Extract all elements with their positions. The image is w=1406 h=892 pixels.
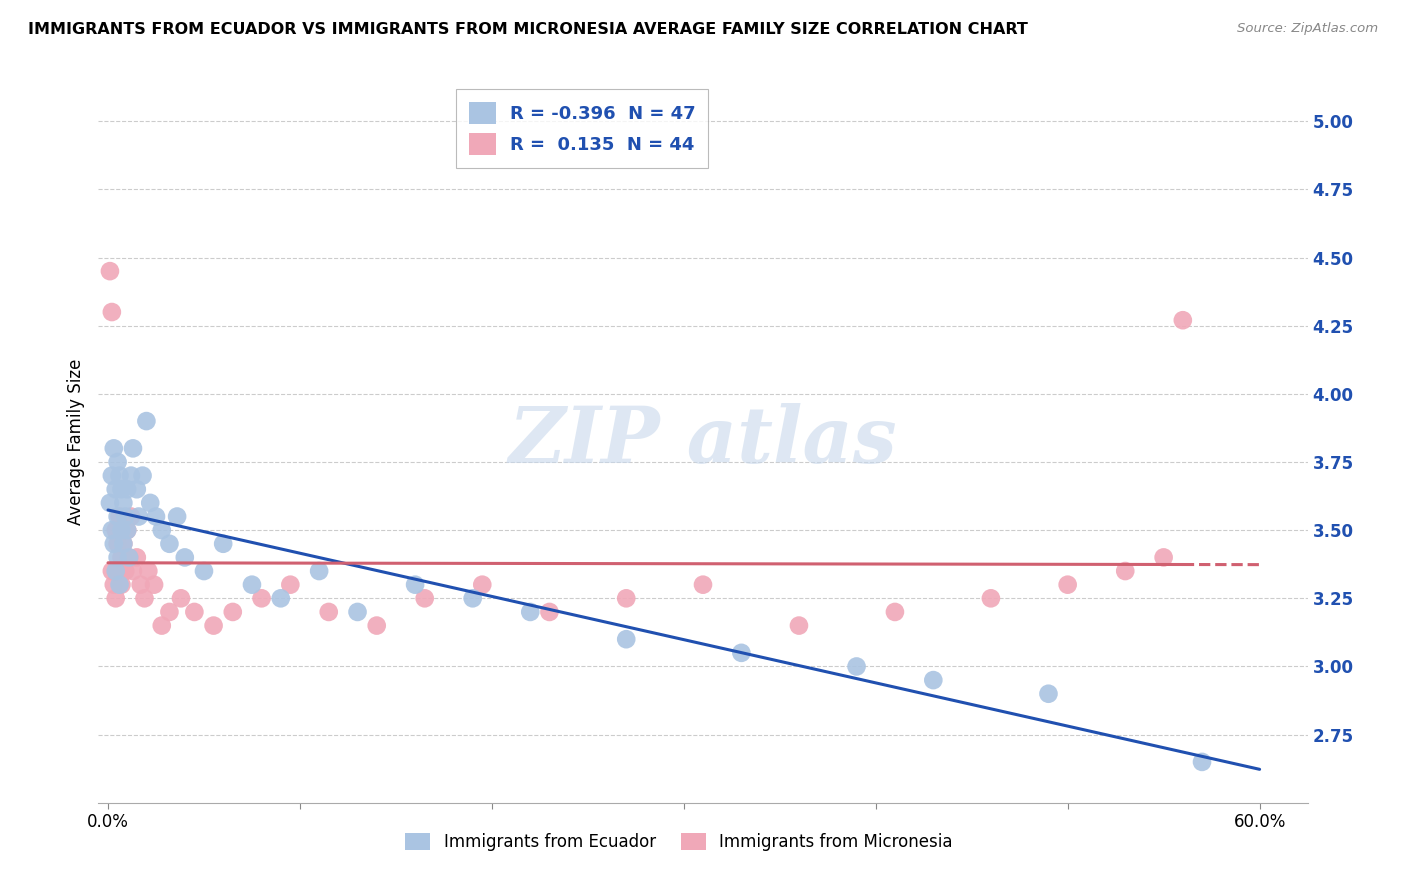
- Point: [98, 264, 121, 278]
- Point: [115, 482, 138, 496]
- Point: [125, 550, 148, 565]
- Point: [222, 605, 245, 619]
- Point: [120, 468, 142, 483]
- Point: [173, 550, 195, 565]
- Point: [212, 537, 235, 551]
- Point: [413, 591, 436, 606]
- Point: [108, 509, 131, 524]
- Point: [118, 550, 141, 565]
- Point: [183, 605, 205, 619]
- Point: [519, 605, 541, 619]
- Point: [125, 482, 148, 496]
- Point: [845, 659, 868, 673]
- Point: [103, 442, 125, 456]
- Point: [143, 577, 166, 591]
- Point: [110, 523, 132, 537]
- Point: [471, 577, 494, 591]
- Y-axis label: Average Family Size: Average Family Size: [66, 359, 84, 524]
- Text: ZIP atlas: ZIP atlas: [509, 403, 897, 480]
- Point: [98, 496, 121, 510]
- Point: [280, 577, 302, 591]
- Point: [110, 550, 132, 565]
- Point: [193, 564, 215, 578]
- Point: [240, 577, 263, 591]
- Point: [104, 523, 127, 537]
- Point: [112, 537, 135, 551]
- Point: [614, 632, 637, 647]
- Point: [614, 591, 637, 606]
- Point: [101, 564, 124, 578]
- Point: [110, 482, 132, 496]
- Point: [145, 509, 167, 524]
- Point: [107, 550, 129, 565]
- Text: IMMIGRANTS FROM ECUADOR VS IMMIGRANTS FROM MICRONESIA AVERAGE FAMILY SIZE CORREL: IMMIGRANTS FROM ECUADOR VS IMMIGRANTS FR…: [28, 22, 1028, 37]
- Point: [150, 523, 173, 537]
- Point: [150, 618, 173, 632]
- Point: [129, 577, 152, 591]
- Point: [318, 605, 340, 619]
- Point: [112, 496, 135, 510]
- Point: [118, 550, 141, 565]
- Point: [1153, 550, 1175, 565]
- Point: [1038, 687, 1060, 701]
- Point: [270, 591, 292, 606]
- Point: [135, 414, 157, 428]
- Point: [1191, 755, 1213, 769]
- Point: [107, 564, 129, 578]
- Point: [107, 509, 129, 524]
- Point: [346, 605, 368, 619]
- Text: Source: ZipAtlas.com: Source: ZipAtlas.com: [1237, 22, 1378, 36]
- Point: [103, 577, 125, 591]
- Point: [107, 455, 129, 469]
- Point: [139, 496, 162, 510]
- Point: [104, 564, 127, 578]
- Point: [166, 509, 188, 524]
- Point: [112, 537, 135, 551]
- Point: [1171, 313, 1194, 327]
- Point: [114, 564, 136, 578]
- Point: [103, 537, 125, 551]
- Point: [108, 577, 131, 591]
- Point: [884, 605, 907, 619]
- Legend: Immigrants from Ecuador, Immigrants from Micronesia: Immigrants from Ecuador, Immigrants from…: [396, 825, 960, 860]
- Point: [101, 523, 124, 537]
- Point: [101, 305, 124, 319]
- Point: [101, 468, 124, 483]
- Point: [202, 618, 225, 632]
- Point: [250, 591, 273, 606]
- Point: [128, 509, 150, 524]
- Point: [461, 591, 484, 606]
- Point: [134, 591, 156, 606]
- Point: [1056, 577, 1078, 591]
- Point: [110, 577, 132, 591]
- Point: [104, 482, 127, 496]
- Point: [692, 577, 714, 591]
- Point: [1114, 564, 1136, 578]
- Point: [787, 618, 810, 632]
- Point: [122, 564, 145, 578]
- Point: [115, 523, 138, 537]
- Point: [404, 577, 426, 591]
- Point: [104, 591, 127, 606]
- Point: [170, 591, 193, 606]
- Point: [120, 509, 142, 524]
- Point: [922, 673, 945, 687]
- Point: [730, 646, 752, 660]
- Point: [366, 618, 388, 632]
- Point: [131, 468, 153, 483]
- Point: [159, 605, 181, 619]
- Point: [107, 537, 129, 551]
- Point: [308, 564, 330, 578]
- Point: [108, 468, 131, 483]
- Point: [159, 537, 181, 551]
- Point: [114, 509, 136, 524]
- Point: [122, 442, 145, 456]
- Point: [115, 523, 138, 537]
- Point: [538, 605, 561, 619]
- Point: [136, 564, 159, 578]
- Point: [980, 591, 1002, 606]
